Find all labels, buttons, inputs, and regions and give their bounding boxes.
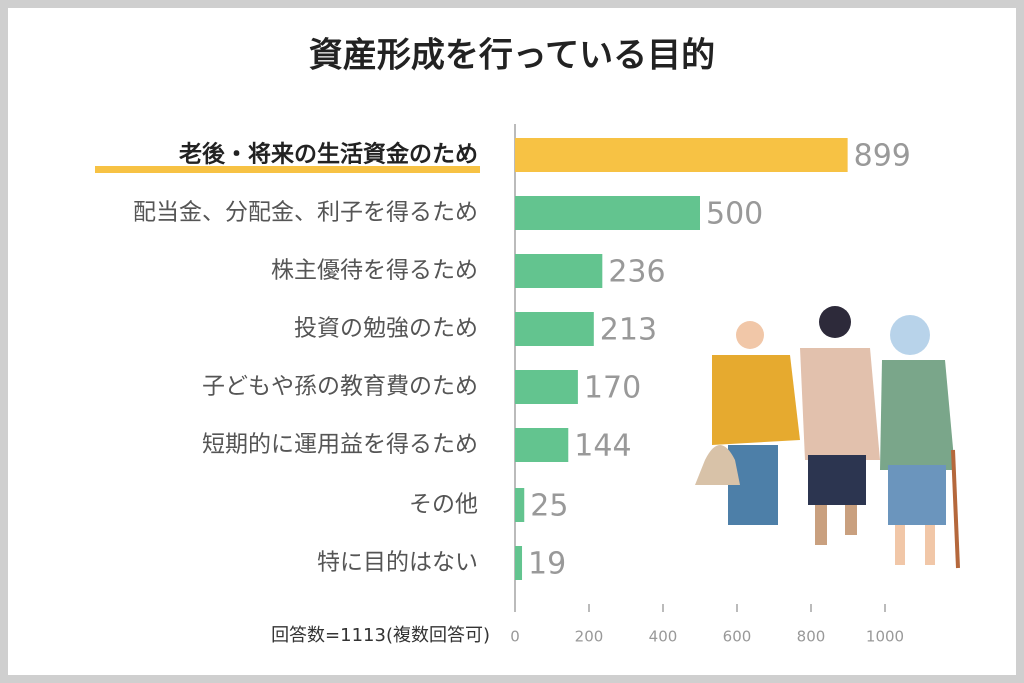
annotation: 回答数=1113(複数回答可) [271,625,490,646]
x-tick-label: 200 [575,628,604,646]
bar [515,254,603,288]
category-label: その他 [409,492,478,518]
value-label: 170 [584,371,641,406]
value-label: 213 [600,313,657,348]
x-tick-label: 1000 [866,628,904,646]
bar [515,370,578,404]
category-label: 子どもや孫の教育費のため [202,374,478,400]
bar [515,312,594,346]
x-tick-label: 400 [649,628,678,646]
category-label: 特に目的はない [317,550,478,576]
illustration [695,306,960,569]
category-label: 短期的に運用益を得るため [202,432,478,458]
highlight-underline [95,166,480,173]
value-label: 500 [706,197,763,232]
category-label: 株主優待を得るため [271,258,478,284]
value-label: 144 [574,429,631,464]
category-label: 投資の勉強のため [294,316,478,342]
value-label: 236 [608,255,665,290]
category-label: 老後・将来の生活資金のため [178,141,478,168]
chart-title: 資産形成を行っている目的 [309,36,715,76]
bar [515,428,569,462]
category-label: 配当金、分配金、利子を得るため [133,200,478,226]
value-label: 25 [530,489,568,524]
bar [515,546,523,580]
bar [515,196,700,230]
x-tick-label: 0 [510,628,520,646]
x-tick-label: 800 [797,628,826,646]
bar [515,488,525,522]
value-label: 19 [528,547,566,582]
value-label: 899 [854,139,911,174]
x-tick-label: 600 [723,628,752,646]
bar [515,138,848,172]
